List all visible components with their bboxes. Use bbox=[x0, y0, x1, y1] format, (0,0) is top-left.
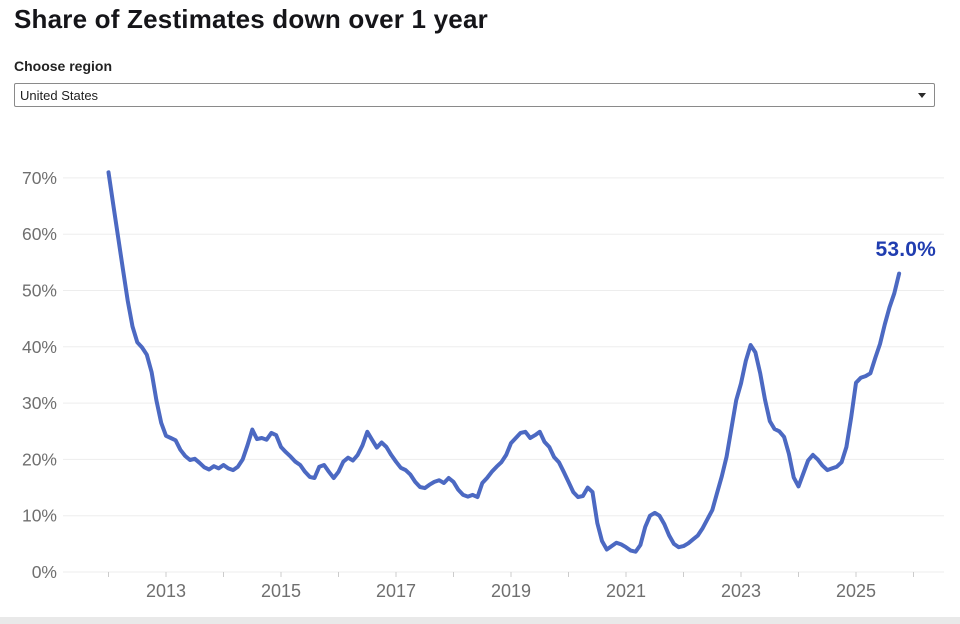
y-axis-tick-label: 10% bbox=[22, 506, 57, 526]
y-axis-tick-label: 20% bbox=[22, 449, 57, 469]
x-axis-tick-label: 2023 bbox=[721, 581, 761, 601]
data-line bbox=[106, 170, 902, 554]
x-axis-tick-label: 2019 bbox=[491, 581, 531, 601]
y-axis-tick-label: 70% bbox=[22, 168, 57, 188]
y-axis-tick-label: 50% bbox=[22, 281, 57, 301]
x-axis-tick-label: 2025 bbox=[836, 581, 876, 601]
y-axis-tick-label: 60% bbox=[22, 224, 57, 244]
x-axis-tick-label: 2015 bbox=[261, 581, 301, 601]
caret-down-icon bbox=[918, 92, 926, 98]
region-select-value: United States bbox=[20, 87, 99, 103]
region-select[interactable]: United States bbox=[14, 83, 935, 107]
bottom-scroll-strip bbox=[0, 617, 960, 624]
x-axis-tick-label: 2013 bbox=[146, 581, 186, 601]
region-select-label: Choose region bbox=[14, 58, 113, 74]
y-axis-tick-label: 30% bbox=[22, 393, 57, 413]
y-axis-tick-label: 0% bbox=[32, 562, 57, 582]
x-axis-tick-label: 2021 bbox=[606, 581, 646, 601]
y-axis-tick-label: 40% bbox=[22, 337, 57, 357]
chart-title: Share of Zestimates down over 1 year bbox=[14, 4, 488, 34]
current-value-label: 53.0% bbox=[875, 238, 936, 261]
x-axis-tick-label: 2017 bbox=[376, 581, 416, 601]
